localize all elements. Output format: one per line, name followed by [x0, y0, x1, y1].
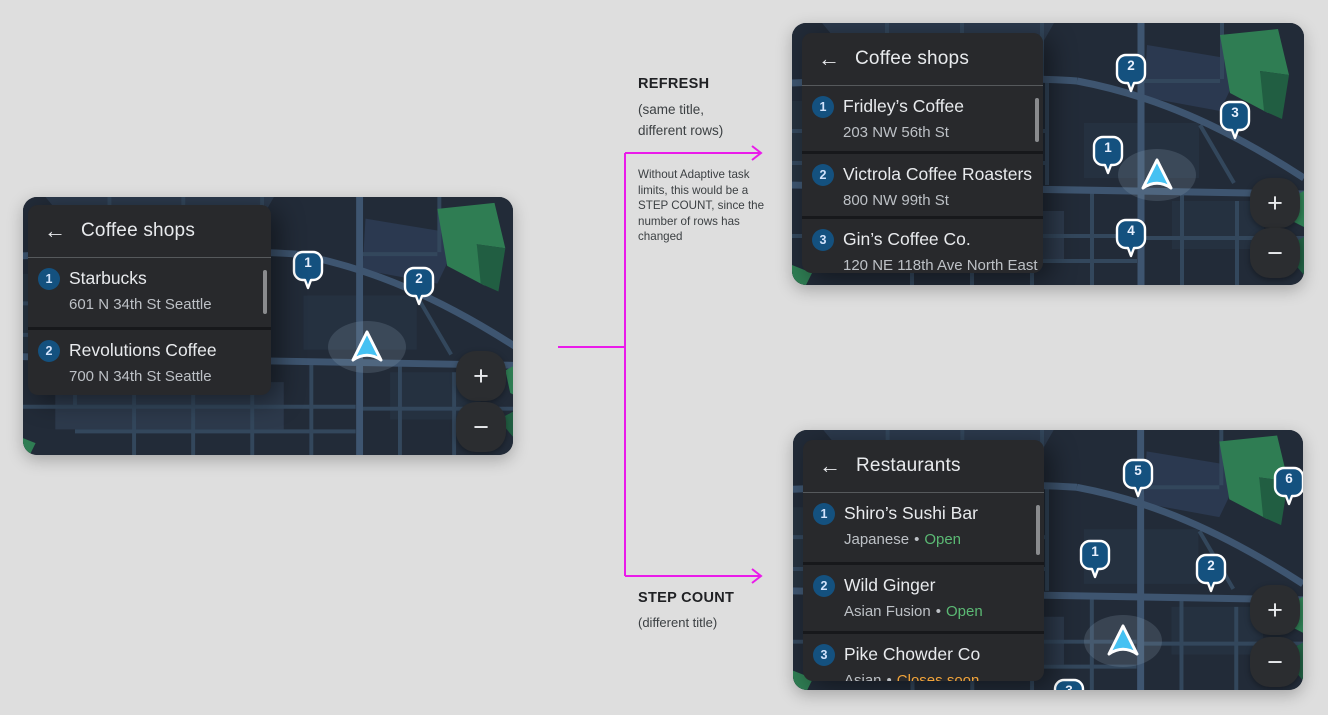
row-number-badge: 1: [38, 268, 60, 290]
place-list-panel: ← Coffee shops 1 Starbucks 601 N 34th St…: [28, 205, 271, 395]
place-name: Fridley’s Coffee: [843, 96, 964, 116]
current-location-halo: [328, 321, 406, 373]
place-details: Japanese • Open: [844, 530, 978, 549]
row-number-badge: 3: [812, 229, 834, 251]
zoom-in-button[interactable]: +: [1250, 178, 1300, 228]
map-pin-2[interactable]: 2: [1115, 53, 1147, 94]
cuisine: Asian Fusion: [844, 603, 931, 620]
panel-title: Coffee shops: [855, 48, 970, 69]
scrollbar[interactable]: [1035, 98, 1039, 142]
place-details: Asian • Closes soon: [844, 671, 980, 681]
status-badge: Open: [924, 531, 962, 548]
place-name: Pike Chowder Co: [844, 644, 981, 664]
step-count-subtitle: (different title): [638, 615, 718, 630]
row-number-badge: 3: [813, 644, 835, 666]
list-item[interactable]: 3 Gin’s Coffee Co. 120 NE 118th Ave Nort…: [802, 216, 1043, 273]
status-badge: Closes soon: [896, 672, 980, 681]
map-pin-2[interactable]: 2: [403, 266, 435, 307]
current-location-halo: [1084, 615, 1162, 667]
place-list-panel: ← Restaurants 1 Shiro’s Sushi Bar Japane…: [803, 440, 1044, 681]
row-number-badge: 1: [812, 96, 834, 118]
place-name: Victrola Coffee Roasters: [843, 164, 1033, 184]
screen-coffee-shops-original: 1 2 + − ← Coffee shops 1 Starbucks 601 N…: [23, 197, 513, 455]
place-details: Asian Fusion • Open: [844, 602, 983, 621]
panel-title: Restaurants: [856, 455, 961, 476]
map-pin-3[interactable]: 3: [1219, 100, 1251, 141]
row-number-badge: 2: [812, 164, 834, 186]
row-number-badge: 2: [813, 575, 835, 597]
refresh-subtitle: (same title, different rows): [638, 102, 724, 138]
back-icon[interactable]: ←: [819, 453, 841, 478]
row-number-badge: 1: [813, 503, 835, 525]
place-address: 800 NW 99th St: [843, 192, 949, 209]
panel-header: ← Coffee shops: [28, 205, 271, 258]
zoom-out-button[interactable]: −: [1250, 228, 1300, 278]
map-pin-6[interactable]: 6: [1273, 466, 1303, 507]
cuisine: Japanese: [844, 531, 910, 548]
list-item[interactable]: 1 Fridley’s Coffee 203 NW 56th St: [802, 86, 1043, 151]
place-name: Gin’s Coffee Co.: [843, 229, 971, 249]
place-name: Revolutions Coffee: [69, 340, 217, 360]
list-item[interactable]: 1 Starbucks 601 N 34th St Seattle: [28, 258, 271, 327]
list-item[interactable]: 1 Shiro’s Sushi Bar Japanese • Open: [803, 493, 1044, 562]
refresh-annotation: REFRESH (same title, different rows): [638, 76, 750, 141]
row-number-badge: 2: [38, 340, 60, 362]
status-badge: Open: [945, 603, 983, 620]
current-location-halo: [1118, 149, 1196, 201]
map-pin-4[interactable]: 4: [1115, 218, 1147, 259]
panel-title: Coffee shops: [81, 220, 196, 241]
map-pin-1[interactable]: 1: [292, 250, 324, 291]
map-pin-1[interactable]: 1: [1079, 539, 1111, 580]
zoom-out-button[interactable]: −: [1250, 637, 1300, 687]
screen-restaurants: 5 6 1 2 3 + − ← Restaurants 1: [793, 430, 1303, 690]
zoom-in-button[interactable]: +: [1250, 585, 1300, 635]
map-pin-1[interactable]: 1: [1092, 135, 1124, 176]
list-item[interactable]: 3 Pike Chowder Co Asian • Closes soon: [803, 631, 1044, 681]
list-item[interactable]: 2 Revolutions Coffee 700 N 34th St Seatt…: [28, 327, 271, 395]
list-item[interactable]: 2 Victrola Coffee Roasters 800 NW 99th S…: [802, 151, 1043, 216]
place-address: 700 N 34th St Seattle: [69, 368, 212, 385]
place-address: 120 NE 118th Ave North East: [843, 257, 1038, 273]
back-icon[interactable]: ←: [818, 46, 840, 71]
place-list-panel: ← Coffee shops 1 Fridley’s Coffee 203 NW…: [802, 33, 1043, 273]
panel-header: ← Restaurants: [803, 440, 1044, 493]
place-name: Shiro’s Sushi Bar: [844, 503, 978, 523]
dot-separator: •: [886, 672, 892, 681]
zoom-out-button[interactable]: −: [456, 402, 506, 452]
dot-separator: •: [914, 531, 920, 548]
place-address: 203 NW 56th St: [843, 124, 949, 141]
scrollbar[interactable]: [1036, 505, 1040, 555]
place-name: Wild Ginger: [844, 575, 936, 595]
place-list: 1 Fridley’s Coffee 203 NW 56th St 2 Vict…: [802, 86, 1043, 273]
dot-separator: •: [935, 603, 941, 620]
map-pin-2[interactable]: 2: [1195, 553, 1227, 594]
place-list: 1 Shiro’s Sushi Bar Japanese • Open 2 Wild…: [803, 493, 1044, 681]
scrollbar[interactable]: [263, 270, 267, 314]
place-address: 601 N 34th St Seattle: [69, 296, 212, 313]
list-item[interactable]: 2 Wild Ginger Asian Fusion • Open: [803, 562, 1044, 631]
panel-header: ← Coffee shops: [802, 33, 1043, 86]
map-pin-5[interactable]: 5: [1122, 458, 1154, 499]
refresh-note: Without Adaptive task limits, this would…: [638, 168, 765, 243]
place-name: Starbucks: [69, 268, 147, 288]
step-count-annotation: STEP COUNT (different title): [638, 590, 768, 633]
step-count-title: STEP COUNT: [638, 590, 735, 606]
navigation-arrow-icon: [1107, 624, 1139, 656]
map-pin-3-partial[interactable]: 3: [1053, 678, 1085, 690]
navigation-arrow-icon: [1141, 158, 1173, 190]
place-list: 1 Starbucks 601 N 34th St Seattle 2 Revo…: [28, 258, 271, 395]
navigation-arrow-icon: [351, 330, 383, 362]
refresh-title: REFRESH: [638, 76, 710, 92]
back-icon[interactable]: ←: [44, 218, 66, 243]
screen-coffee-shops-refreshed: 2 3 1 4 + − ← Coffee shops 1 Fridle: [792, 23, 1304, 285]
zoom-in-button[interactable]: +: [456, 351, 506, 401]
cuisine: Asian: [844, 672, 882, 681]
